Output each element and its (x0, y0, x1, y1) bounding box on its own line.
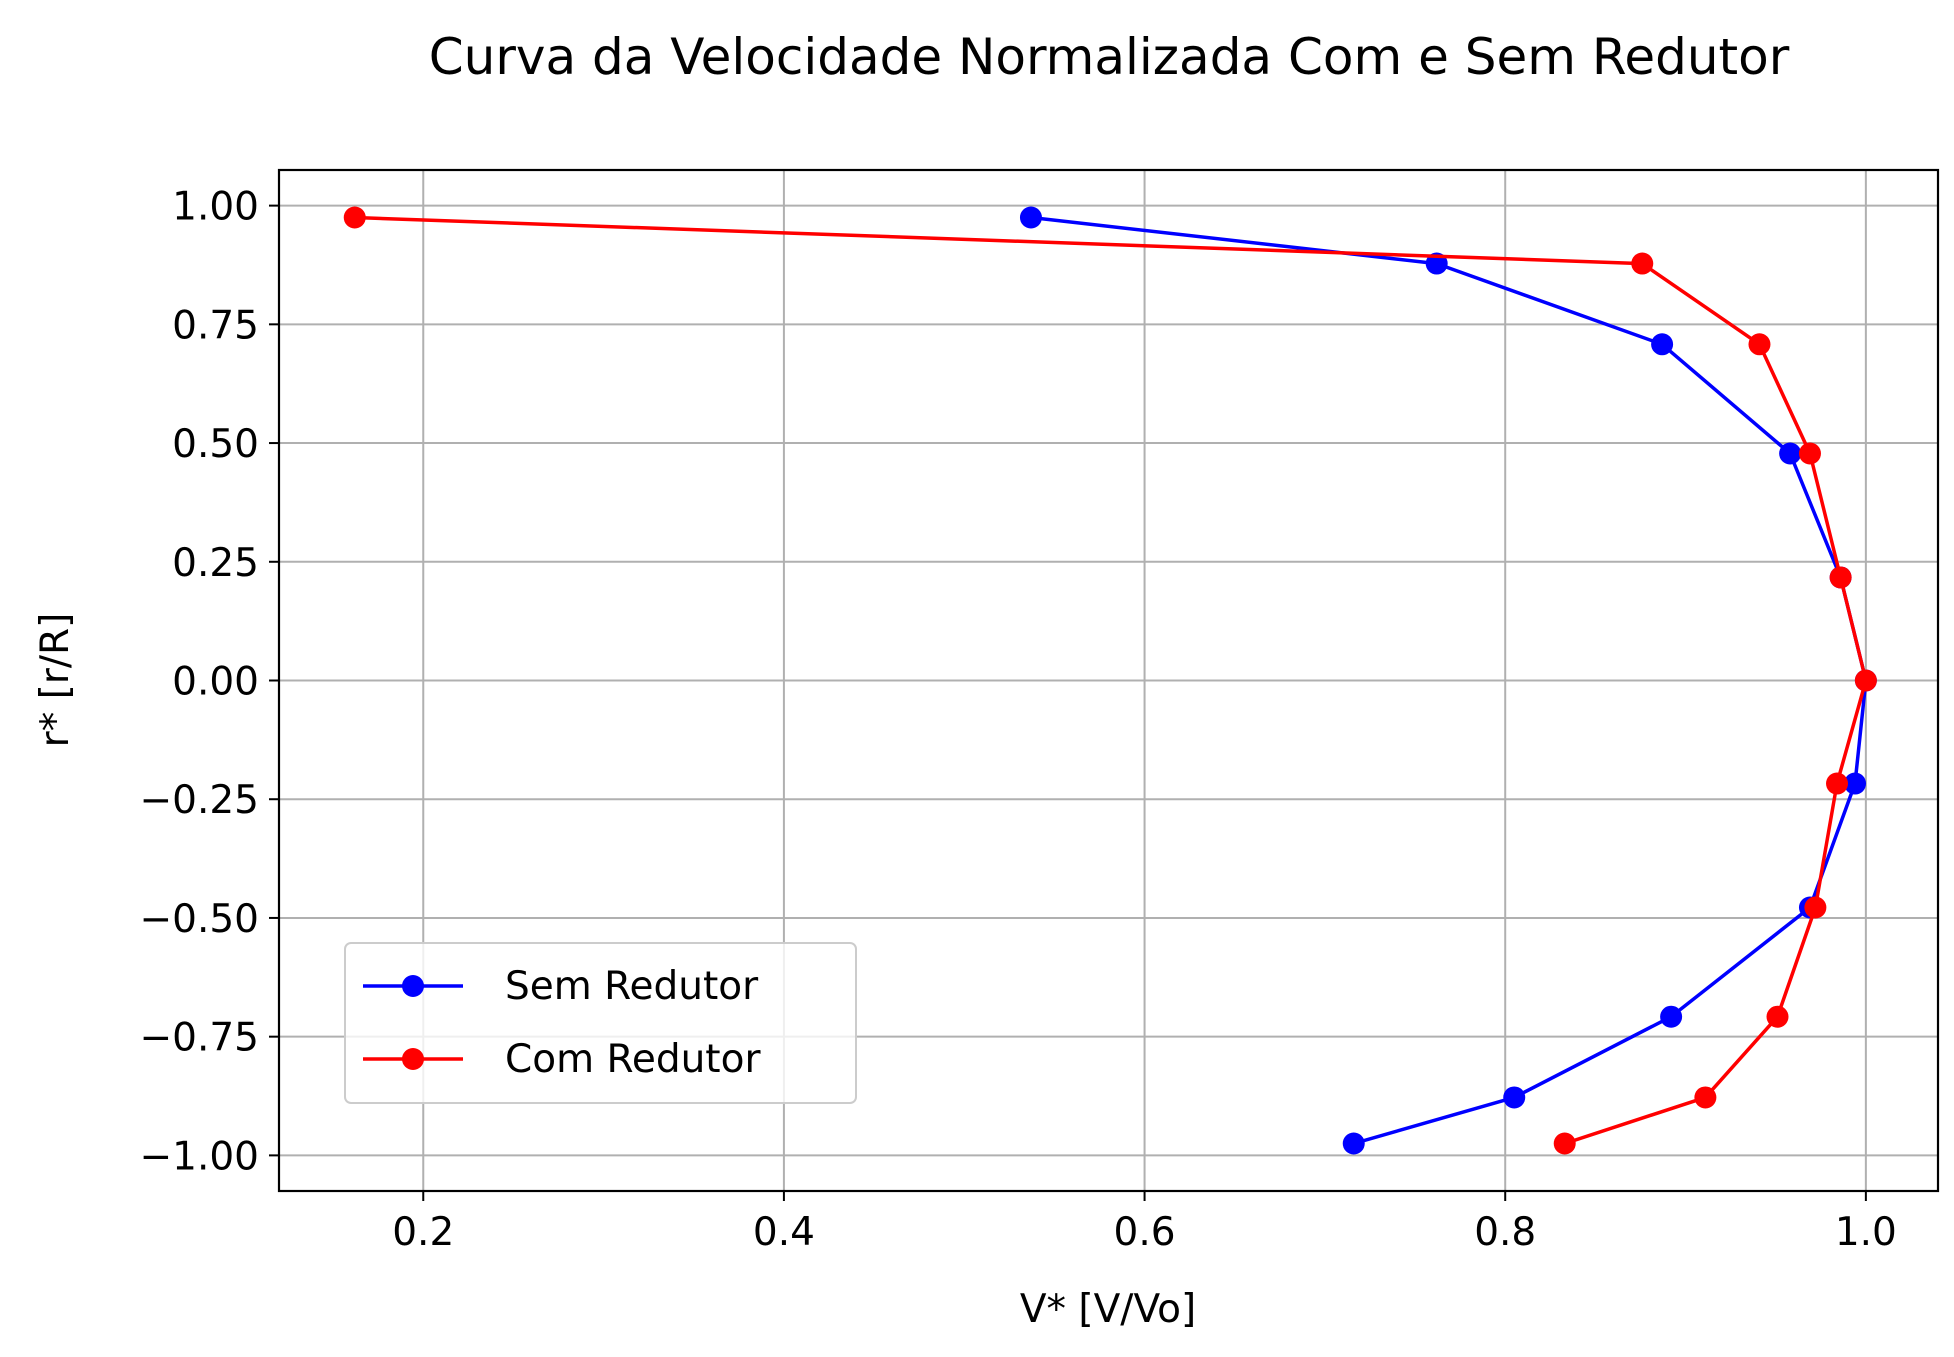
x-tick-label: 0.4 (753, 1210, 815, 1255)
data-point-com-redutor (1631, 252, 1654, 275)
legend: Sem Redutor Com Redutor (344, 942, 857, 1104)
y-tick-label: 0.00 (172, 660, 259, 705)
series-com-redutor (343, 206, 1877, 1155)
y-axis-ticks: 1.00 0.75 0.50 0.25 0.00 −0.25 −0.50 −0.75 −1.00 (139, 185, 279, 1179)
legend-marker-sem-redutor (402, 975, 424, 997)
data-point-sem-redutor (1779, 442, 1802, 465)
data-point-com-redutor (1694, 1086, 1717, 1109)
y-tick-label: −0.25 (139, 778, 259, 823)
y-tick-label: 0.75 (172, 303, 259, 348)
x-axis-label: V* [V/Vo] (1020, 1287, 1196, 1332)
x-tick-label: 0.6 (1114, 1210, 1176, 1255)
data-point-com-redutor (1854, 669, 1877, 692)
y-tick-label: 0.50 (172, 422, 259, 467)
legend-label-com-redutor: Com Redutor (505, 1037, 761, 1082)
data-point-sem-redutor (1651, 333, 1674, 356)
x-tick-label: 0.8 (1474, 1210, 1536, 1255)
legend-marker-com-redutor (402, 1048, 424, 1070)
chart-title: Curva da Velocidade Normalizada Com e Se… (429, 28, 1790, 86)
data-point-com-redutor (343, 206, 366, 229)
y-tick-label: 0.25 (172, 541, 259, 586)
y-tick-label: −0.50 (139, 897, 259, 942)
data-point-com-redutor (1748, 333, 1771, 356)
data-point-sem-redutor (1342, 1132, 1365, 1155)
x-tick-label: 1.0 (1835, 1210, 1897, 1255)
y-tick-label: −1.00 (139, 1134, 259, 1179)
y-tick-label: 1.00 (172, 185, 259, 230)
data-point-com-redutor (1829, 566, 1852, 589)
x-axis-ticks: 0.2 0.4 0.6 0.8 1.0 (392, 1191, 1897, 1255)
legend-label-sem-redutor: Sem Redutor (505, 964, 759, 1009)
data-point-sem-redutor (1660, 1005, 1683, 1028)
data-point-sem-redutor (1019, 206, 1042, 229)
data-point-com-redutor (1553, 1132, 1576, 1155)
y-tick-label: −0.75 (139, 1016, 259, 1061)
series-lines (343, 206, 1877, 1155)
legend-box (344, 942, 857, 1104)
data-point-com-redutor (1766, 1005, 1789, 1028)
data-point-com-redutor (1804, 896, 1827, 919)
data-point-com-redutor (1826, 772, 1849, 795)
y-axis-label: r* [r/R] (33, 613, 78, 748)
x-tick-label: 0.2 (392, 1210, 454, 1255)
data-point-sem-redutor (1503, 1086, 1526, 1109)
data-point-sem-redutor (1844, 772, 1867, 795)
grid-lines (279, 170, 1938, 1191)
data-point-com-redutor (1798, 442, 1821, 465)
